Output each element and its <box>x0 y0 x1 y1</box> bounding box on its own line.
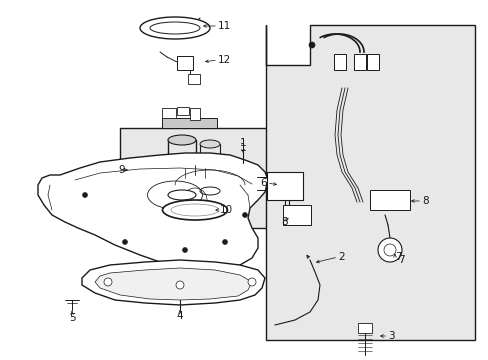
Ellipse shape <box>200 187 220 195</box>
Bar <box>177 56 193 70</box>
Ellipse shape <box>150 22 200 34</box>
Ellipse shape <box>200 140 220 148</box>
Bar <box>366 54 378 70</box>
Text: 1: 1 <box>239 138 246 148</box>
Polygon shape <box>82 260 264 305</box>
Ellipse shape <box>140 17 209 39</box>
Text: 5: 5 <box>68 313 75 323</box>
Text: 4: 4 <box>176 311 183 321</box>
Text: 11: 11 <box>218 21 231 31</box>
Text: 3: 3 <box>387 331 394 341</box>
Bar <box>266 172 303 200</box>
Bar <box>353 54 365 70</box>
Bar <box>177 107 189 115</box>
Text: 10: 10 <box>220 205 233 215</box>
Bar <box>357 323 371 333</box>
Circle shape <box>242 212 247 217</box>
Bar <box>190 108 200 120</box>
Polygon shape <box>38 153 267 268</box>
Text: 7: 7 <box>394 252 401 262</box>
Circle shape <box>308 42 314 48</box>
Polygon shape <box>95 268 251 300</box>
Bar <box>162 108 176 118</box>
Ellipse shape <box>168 135 196 145</box>
Ellipse shape <box>168 190 196 200</box>
Text: 8: 8 <box>421 196 428 206</box>
Circle shape <box>222 239 227 244</box>
Bar <box>283 205 310 225</box>
Bar <box>120 128 274 228</box>
Polygon shape <box>265 25 474 340</box>
Circle shape <box>176 281 183 289</box>
Circle shape <box>122 239 127 244</box>
Bar <box>187 74 200 84</box>
Text: 9: 9 <box>118 165 124 175</box>
Text: 12: 12 <box>218 55 231 65</box>
Text: 1: 1 <box>239 143 246 153</box>
Circle shape <box>182 248 187 252</box>
Text: 7: 7 <box>397 255 404 265</box>
Text: 8: 8 <box>281 217 288 227</box>
Text: 6: 6 <box>260 178 266 188</box>
Ellipse shape <box>171 204 219 216</box>
Circle shape <box>383 244 395 256</box>
Circle shape <box>104 278 112 286</box>
Ellipse shape <box>162 200 227 220</box>
Circle shape <box>82 193 87 198</box>
FancyArrowPatch shape <box>306 255 309 258</box>
Bar <box>333 54 346 70</box>
Bar <box>369 190 409 210</box>
Text: 2: 2 <box>337 252 344 262</box>
Circle shape <box>247 278 256 286</box>
Circle shape <box>377 238 401 262</box>
Bar <box>162 118 217 128</box>
